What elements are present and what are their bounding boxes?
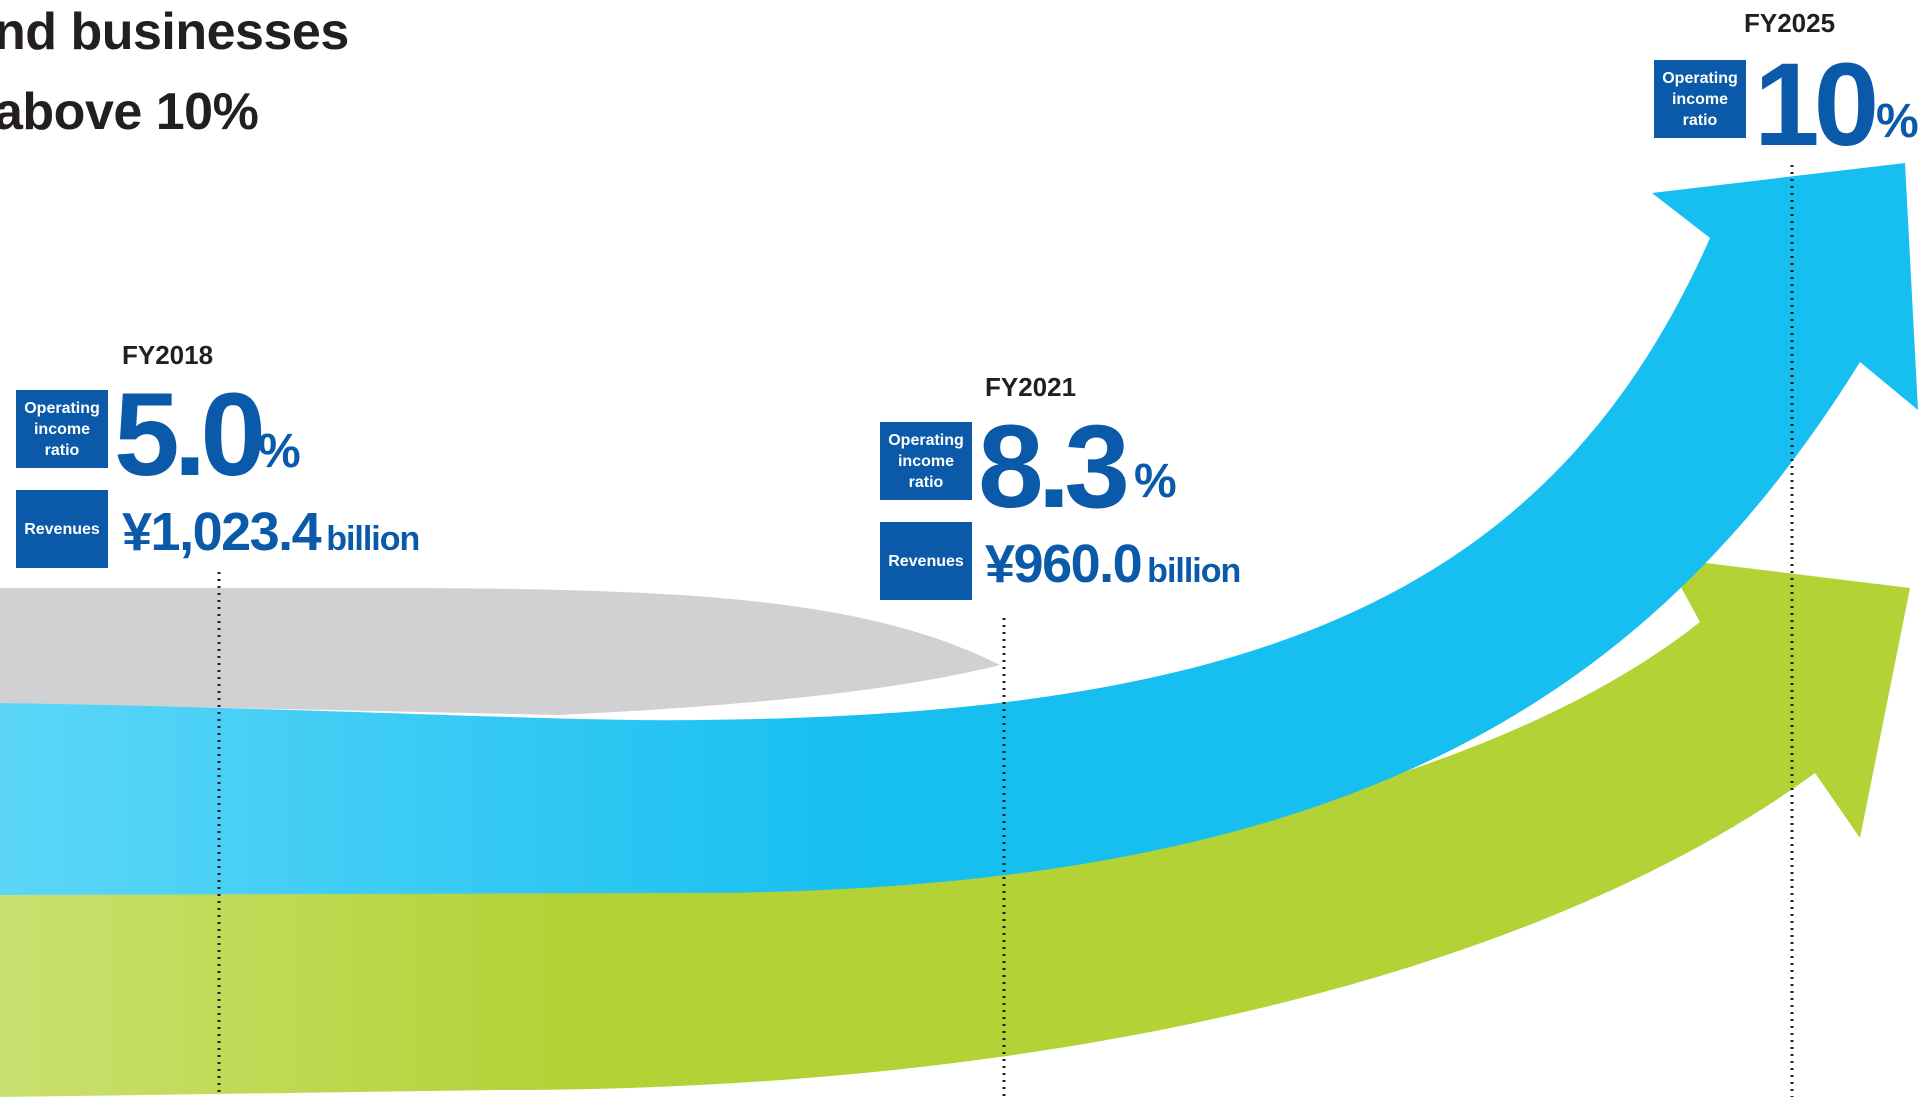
gray-band [0,588,1000,715]
fy2021-revenues-amount: ¥960.0 billion [985,534,1241,594]
fy2021-revenues-unit: billion [1147,552,1241,590]
fy2021-revenues-label: Revenues [880,522,972,600]
fy2025-operating-income-ratio-value: 10 [1754,39,1879,171]
fy2021-operating-income-ratio-label: Operating income ratio [880,422,972,500]
fy2025-ratio-unit: % [1876,95,1919,148]
fy2018-ratio-unit: % [258,425,301,478]
fy2021-ratio-unit: % [1134,455,1177,508]
green-arrow [0,558,1910,1097]
fy2018-revenues-amount: ¥1,023.4 billion [122,502,420,562]
fy2018-revenues-value: ¥1,023.4 [122,502,322,562]
headline-line-1: nd businesses [0,3,349,61]
fy2018-revenues-unit: billion [326,520,420,558]
fy2025-year-label: FY2025 [1744,8,1836,38]
headline-line-2: above 10% [0,83,259,141]
fy2018-operating-income-ratio-value: 5.0 [114,369,266,501]
fy2018-year-label: FY2018 [122,340,214,370]
fy2018-revenues-label: Revenues [16,490,108,568]
fy2018-operating-income-ratio-label: Operating income ratio [16,390,108,468]
fy2021-revenues-value: ¥960.0 [985,534,1143,594]
fy2021-year-label: FY2021 [985,372,1077,402]
fy2021-operating-income-ratio-value: 8.3 [978,401,1130,533]
fy2025-operating-income-ratio-label: Operating income ratio [1654,60,1746,138]
blue-arrow [0,163,1918,895]
